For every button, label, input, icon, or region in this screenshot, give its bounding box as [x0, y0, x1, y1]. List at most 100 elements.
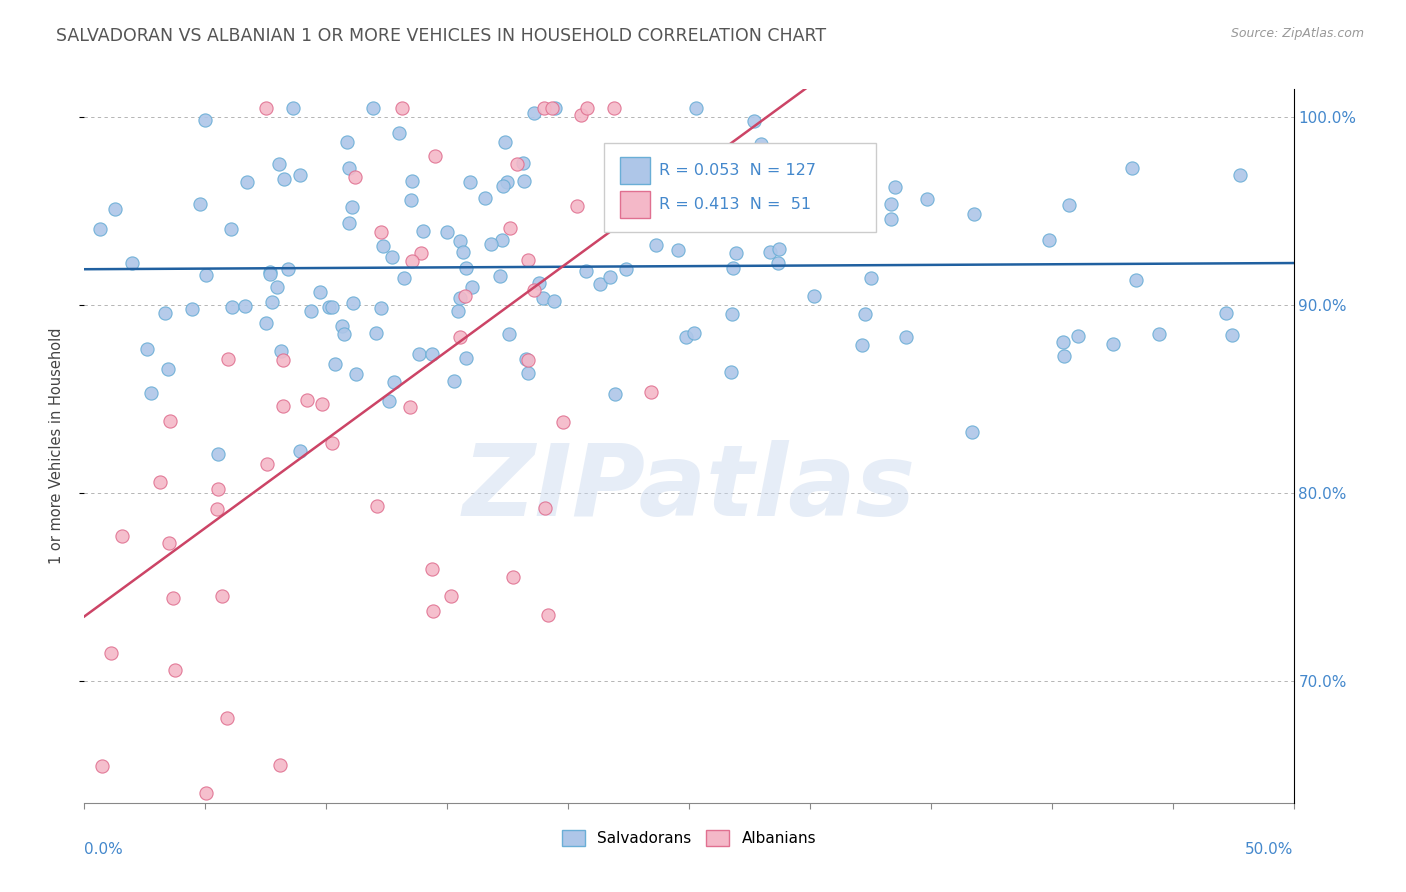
Point [288, 168, 311, 182]
Point [498, 326, 520, 341]
Point [575, 263, 598, 277]
Point [281, 101, 304, 115]
Point [217, 351, 239, 366]
Point [449, 291, 471, 305]
Point [1125, 273, 1147, 287]
Point [337, 216, 360, 230]
Point [262, 294, 284, 309]
Point [1057, 198, 1080, 212]
Point [605, 387, 627, 401]
Text: 50.0%: 50.0% [1246, 842, 1294, 857]
Point [527, 276, 550, 290]
Point [217, 711, 239, 725]
Point [543, 101, 565, 115]
Point [340, 200, 363, 214]
Point [207, 501, 229, 516]
Point [100, 646, 122, 660]
Point [321, 435, 343, 450]
Point [299, 304, 322, 318]
Point [343, 170, 366, 185]
Point [330, 318, 353, 333]
Point [447, 303, 470, 318]
Point [723, 261, 745, 276]
Point [675, 330, 697, 344]
Point [401, 174, 423, 188]
Point [682, 326, 704, 340]
Point [195, 268, 218, 282]
Text: R = 0.413  N =  51: R = 0.413 N = 51 [659, 196, 811, 211]
Point [517, 252, 540, 267]
Point [412, 224, 434, 238]
FancyBboxPatch shape [605, 143, 876, 232]
Point [401, 193, 423, 207]
Point [382, 375, 405, 389]
Point [461, 280, 484, 294]
Point [533, 101, 555, 115]
Point [221, 300, 243, 314]
Point [311, 397, 333, 411]
Point [451, 245, 474, 260]
Text: R = 0.053  N = 127: R = 0.053 N = 127 [659, 163, 815, 178]
Point [884, 179, 907, 194]
Point [332, 326, 354, 341]
Point [361, 101, 384, 115]
Point [148, 475, 170, 490]
Point [219, 222, 242, 236]
Point [502, 570, 524, 584]
Point [517, 366, 540, 380]
Point [111, 528, 134, 542]
Point [254, 316, 277, 330]
Point [860, 271, 883, 285]
Point [288, 443, 311, 458]
Point [506, 156, 529, 170]
Text: 0.0%: 0.0% [84, 842, 124, 857]
Point [162, 591, 184, 606]
Point [89, 221, 111, 235]
Point [640, 385, 662, 400]
Point [516, 352, 538, 367]
Point [720, 365, 742, 379]
Point [336, 135, 359, 149]
Point [269, 758, 291, 772]
Point [499, 221, 522, 235]
Point [190, 197, 212, 211]
Point [458, 174, 481, 188]
Point [536, 607, 558, 622]
Point [366, 499, 388, 513]
Point [531, 291, 554, 305]
Point [853, 307, 876, 321]
Point [308, 285, 330, 299]
Point [569, 108, 592, 122]
Point [880, 197, 903, 211]
Point [1053, 349, 1076, 363]
Point [156, 362, 179, 376]
Point [422, 347, 444, 361]
Point [195, 786, 218, 800]
Point [370, 225, 392, 239]
Point [496, 175, 519, 189]
Point [378, 393, 401, 408]
Point [540, 101, 562, 115]
Point [399, 401, 422, 415]
Text: Source: ZipAtlas.com: Source: ZipAtlas.com [1230, 27, 1364, 40]
Point [456, 351, 478, 366]
Point [207, 482, 229, 496]
Point [259, 265, 281, 279]
Point [163, 663, 186, 677]
Point [768, 242, 790, 256]
Point [207, 447, 229, 461]
Point [494, 135, 516, 149]
Point [366, 326, 388, 340]
Point [1229, 168, 1251, 182]
Point [411, 245, 433, 260]
Point [543, 293, 565, 308]
Point [599, 270, 621, 285]
Point [342, 295, 364, 310]
Point [388, 126, 411, 140]
Point [553, 415, 575, 429]
Point [963, 207, 986, 221]
Point [256, 457, 278, 471]
Point [381, 250, 404, 264]
Point [479, 237, 502, 252]
Point [803, 289, 825, 303]
